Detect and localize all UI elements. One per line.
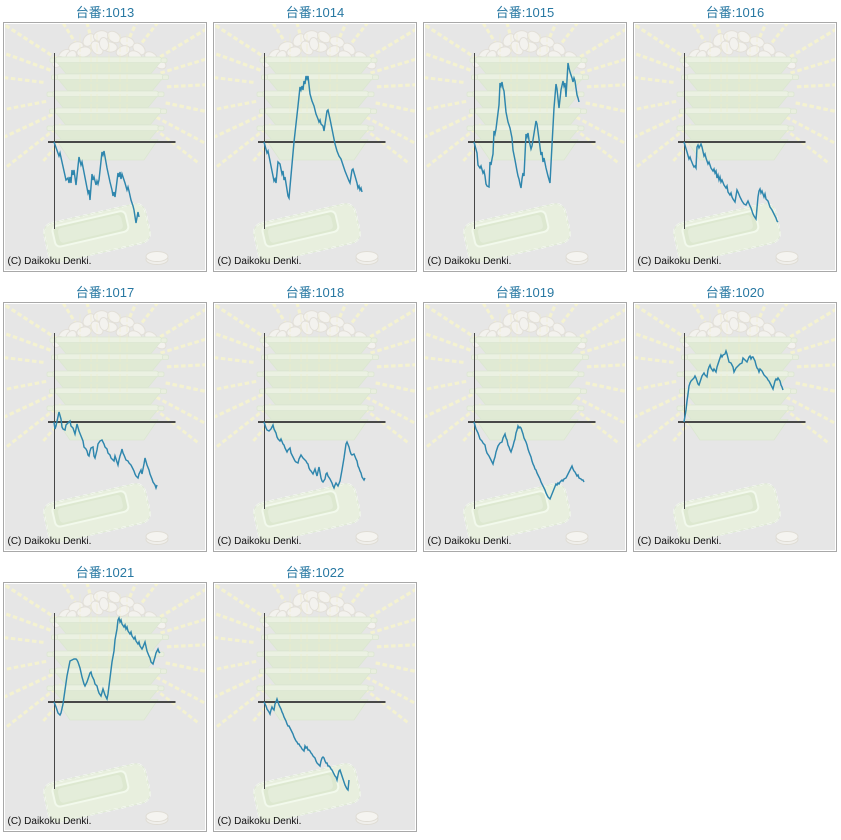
svg-text:(C) Daikoku Denki.: (C) Daikoku Denki. [218, 536, 302, 547]
svg-text:(C) Daikoku Denki.: (C) Daikoku Denki. [638, 536, 722, 547]
svg-text:(C) Daikoku Denki.: (C) Daikoku Denki. [8, 256, 92, 267]
svg-text:(C) Daikoku Denki.: (C) Daikoku Denki. [428, 256, 512, 267]
svg-text:(C) Daikoku Denki.: (C) Daikoku Denki. [218, 256, 302, 267]
svg-text:(C) Daikoku Denki.: (C) Daikoku Denki. [428, 536, 512, 547]
svg-text:(C) Daikoku Denki.: (C) Daikoku Denki. [8, 816, 92, 827]
svg-text:(C) Daikoku Denki.: (C) Daikoku Denki. [218, 816, 302, 827]
svg-text:(C) Daikoku Denki.: (C) Daikoku Denki. [638, 256, 722, 267]
svg-text:(C) Daikoku Denki.: (C) Daikoku Denki. [8, 536, 92, 547]
